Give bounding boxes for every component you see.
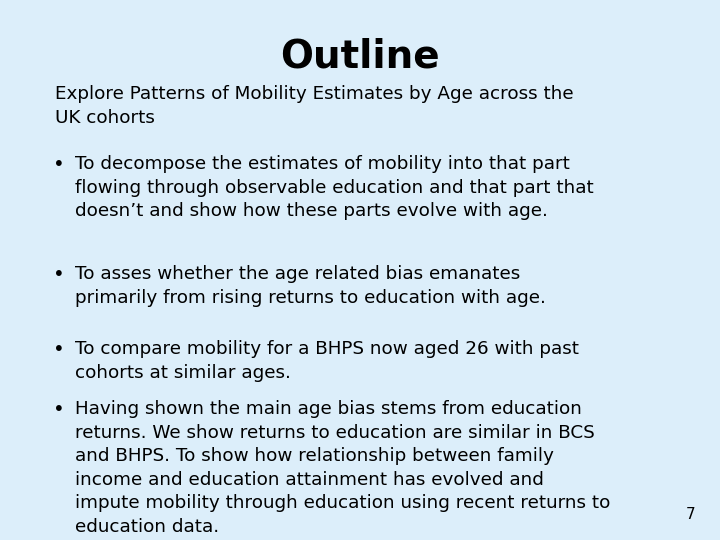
Text: Explore Patterns of Mobility Estimates by Age across the
UK cohorts: Explore Patterns of Mobility Estimates b…	[55, 85, 574, 126]
Text: Having shown the main age bias stems from education
returns. We show returns to : Having shown the main age bias stems fro…	[75, 400, 611, 536]
Text: To asses whether the age related bias emanates
primarily from rising returns to : To asses whether the age related bias em…	[75, 265, 546, 307]
Text: To decompose the estimates of mobility into that part
flowing through observable: To decompose the estimates of mobility i…	[75, 155, 594, 220]
Text: •: •	[53, 400, 65, 419]
Text: Outline: Outline	[280, 38, 440, 76]
Text: To compare mobility for a BHPS now aged 26 with past
cohorts at similar ages.: To compare mobility for a BHPS now aged …	[75, 340, 579, 382]
Text: •: •	[53, 340, 65, 359]
Text: •: •	[53, 155, 65, 174]
Text: •: •	[53, 265, 65, 284]
Text: 7: 7	[685, 507, 695, 522]
